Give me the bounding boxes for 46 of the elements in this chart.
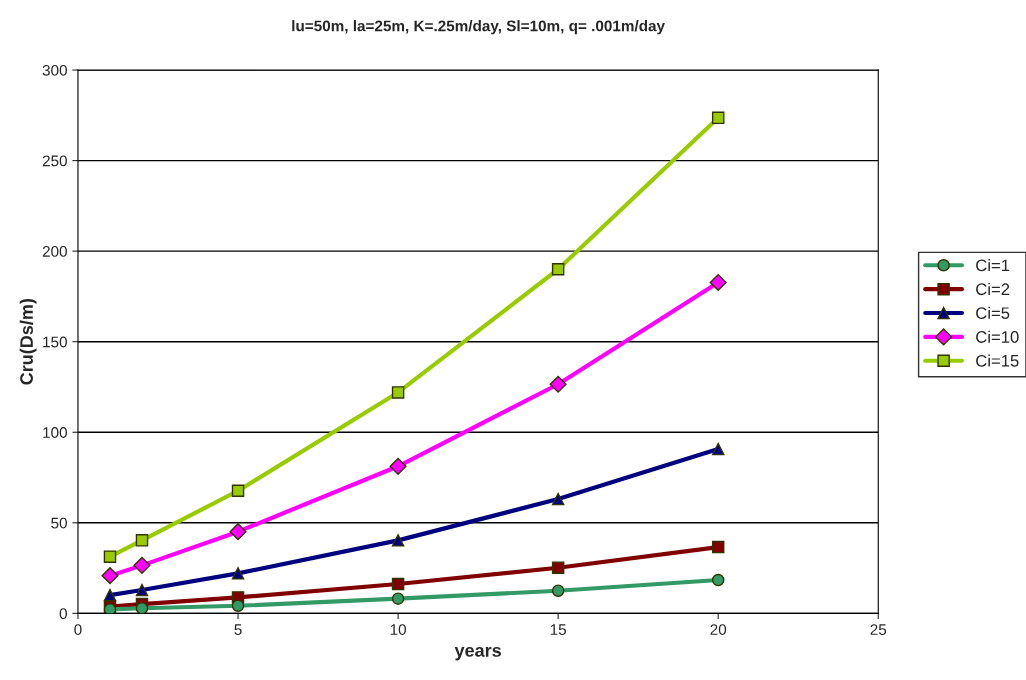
chart-title: lu=50m, la=25m, K=.25m/day, Sl=10m, q= .001m/day — [292, 20, 665, 35]
x-tick-label: 25 — [870, 624, 887, 635]
legend-label: Ci=2 — [976, 282, 1010, 296]
point — [389, 457, 407, 475]
point — [391, 577, 405, 591]
y-tick-label: 50 — [51, 517, 67, 529]
point — [391, 386, 405, 399]
y-tick-label: 300 — [42, 64, 67, 76]
legend-label: Ci=5 — [976, 306, 1010, 320]
point — [135, 534, 149, 547]
point — [133, 556, 151, 574]
point — [135, 583, 149, 597]
point — [551, 492, 565, 506]
point — [229, 523, 247, 541]
point — [711, 111, 725, 125]
point — [101, 567, 119, 585]
y-tick-label: 0 — [59, 608, 67, 620]
x-tick-label: 20 — [710, 624, 727, 635]
point — [551, 584, 565, 597]
point — [103, 550, 117, 563]
point — [231, 567, 245, 580]
y-tick-label: 150 — [43, 336, 67, 348]
y-tick-label: 200 — [42, 246, 67, 257]
point — [231, 599, 245, 613]
point — [709, 273, 727, 292]
legend-label: Ci=10 — [976, 330, 1019, 343]
point — [711, 442, 725, 456]
point — [551, 561, 565, 574]
point — [391, 592, 405, 605]
x-tick-label: 5 — [234, 624, 242, 635]
point — [391, 534, 405, 547]
point — [135, 602, 149, 614]
point — [231, 484, 245, 498]
y-tick-label: 250 — [42, 155, 67, 167]
legend-label: Ci=15 — [976, 354, 1019, 367]
legend-label: Ci=1 — [976, 259, 1010, 272]
point — [551, 263, 565, 276]
x-tick-label: 10 — [390, 624, 406, 635]
point — [549, 375, 567, 393]
point — [711, 573, 725, 587]
y-axis-title: Cru(Ds/m) — [19, 298, 37, 385]
point — [711, 540, 725, 554]
x-axis-title: years — [454, 646, 501, 661]
x-tick-label: 0 — [74, 624, 82, 635]
x-tick-label: 15 — [550, 624, 566, 635]
y-tick-label: 100 — [43, 427, 67, 438]
